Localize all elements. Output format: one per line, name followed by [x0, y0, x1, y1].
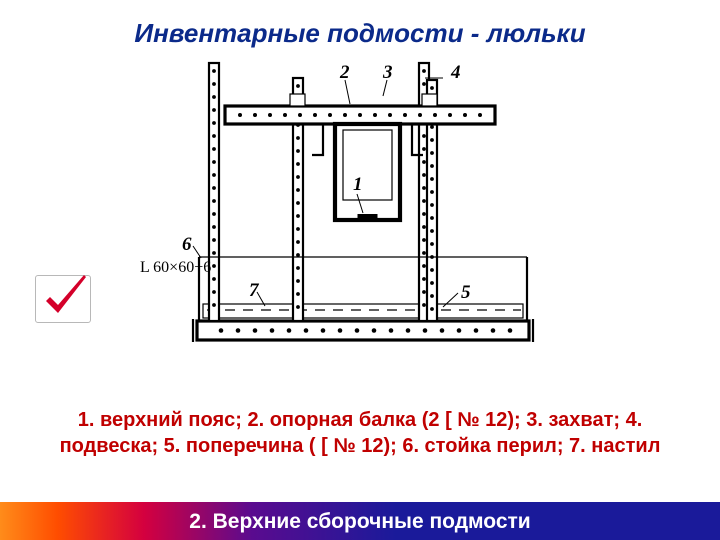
svg-text:2: 2 — [339, 62, 350, 83]
svg-text:7: 7 — [249, 280, 260, 301]
svg-text:6: 6 — [182, 234, 192, 255]
svg-text:1: 1 — [353, 174, 363, 195]
svg-text:4: 4 — [450, 62, 461, 83]
svg-text:L 60×60+6: L 60×60+6 — [140, 259, 211, 276]
diagram-legend: 1. верхний пояс; 2. опорная балка (2 [ №… — [40, 408, 680, 459]
page-title: Инвентарные подмости - люльки — [0, 18, 720, 49]
checkmark-icon — [35, 275, 91, 323]
scaffold-diagram: 1 2 3 4 5 6 7 L 60×60+6 — [125, 60, 595, 360]
footer-title: 2. Верхние сборочные подмости — [0, 510, 720, 534]
svg-text:3: 3 — [382, 62, 393, 83]
svg-text:5: 5 — [461, 282, 471, 303]
